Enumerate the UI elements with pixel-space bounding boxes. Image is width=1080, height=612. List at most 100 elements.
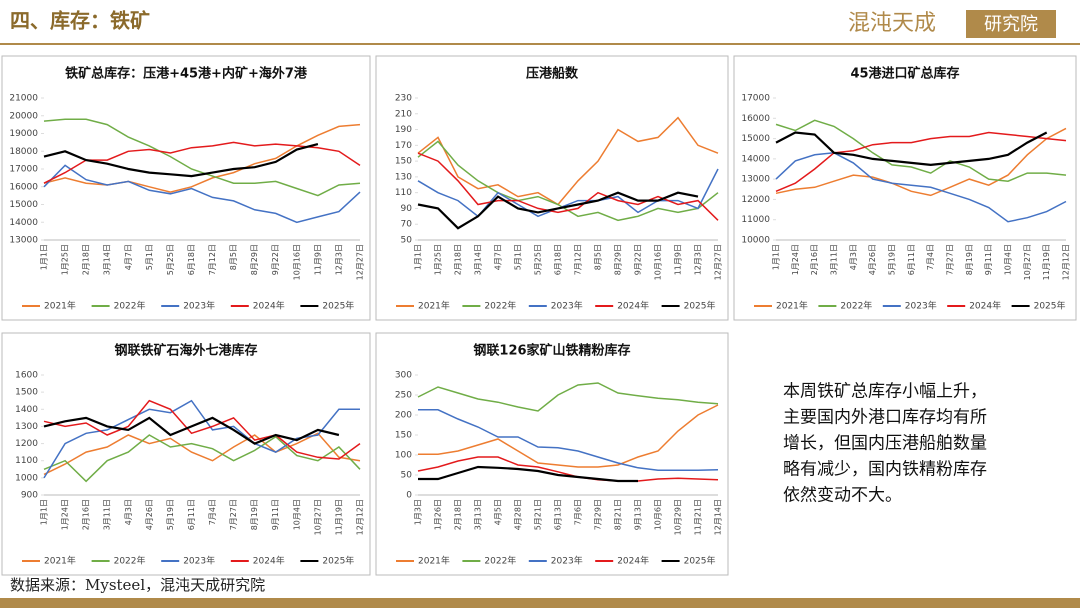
y-tick-label: 150: [395, 431, 412, 441]
x-tick-label: 11月9日: [313, 244, 322, 275]
y-tick-label: 110: [395, 188, 412, 198]
x-tick-label: 10月4日: [1004, 244, 1013, 275]
y-tick-label: 17000: [9, 165, 38, 175]
x-tick-label: 7月4日: [926, 244, 935, 270]
legend-label: 2021年: [418, 300, 450, 312]
x-tick-label: 1月25日: [434, 244, 443, 275]
series-line: [43, 416, 340, 445]
x-tick-label: 4月5日: [494, 499, 503, 525]
y-tick-label: 100: [395, 451, 412, 461]
legend-label: 2021年: [44, 300, 76, 312]
x-tick-label: 1月25日: [61, 244, 70, 275]
x-tick-label: 11月9日: [674, 244, 683, 275]
y-tick-label: 200: [395, 411, 412, 421]
x-tick-label: 4月7日: [494, 244, 503, 270]
x-tick-label: 4月28日: [514, 499, 523, 530]
y-tick-label: 13000: [741, 175, 770, 185]
x-tick-label: 7月29日: [594, 499, 603, 530]
y-tick-label: 50: [401, 236, 413, 246]
x-tick-label: 12月3日: [334, 244, 343, 275]
y-tick-label: 15000: [9, 200, 38, 210]
y-tick-label: 0: [406, 491, 412, 501]
legend-label: 2022年: [840, 300, 872, 312]
x-tick-label: 5月21日: [534, 499, 543, 530]
x-tick-label: 1月26日: [434, 499, 443, 530]
x-tick-label: 1月1日: [772, 244, 781, 270]
x-tick-label: 10月16日: [292, 244, 301, 280]
y-tick-label: 11000: [741, 215, 770, 225]
series-line: [43, 143, 319, 178]
series-line: [775, 131, 1048, 167]
brand-tag-box: [966, 10, 1056, 38]
x-tick-label: 11月21日: [694, 499, 703, 535]
y-tick-label: 1100: [15, 456, 38, 466]
x-tick-label: 12月12日: [356, 499, 365, 535]
x-tick-label: 10月16日: [654, 244, 663, 280]
x-tick-label: 11月19日: [334, 499, 343, 535]
x-tick-label: 6月18日: [554, 244, 563, 275]
x-tick-label: 5月1日: [145, 244, 154, 270]
brand-tag: 研究院: [984, 14, 1038, 35]
y-tick-label: 1300: [15, 422, 38, 432]
series-line: [417, 116, 719, 206]
x-tick-label: 3月14日: [103, 244, 112, 275]
source: 数据来源：Mysteel，混沌天成研究院: [10, 576, 265, 594]
note: 本周铁矿总库存小幅上升， 主要国内外港口库存均有所增长，但国内压港船舶数量略有减少…: [783, 382, 987, 506]
x-tick-label: 3月11日: [830, 244, 839, 275]
legend-label: 2021年: [44, 555, 76, 567]
series-line: [418, 404, 719, 468]
x-tick-label: 6月11日: [187, 499, 196, 530]
x-tick-label: 12月14日: [714, 499, 723, 535]
legend-label: 2025年: [1034, 300, 1066, 312]
y-tick-label: 18000: [9, 147, 38, 157]
series-line: [417, 382, 719, 412]
chart: 压港船数 50 70 90 110 130 150 170 190 210 230 1月1日 1月25日…: [375, 55, 729, 321]
chart-panel: [375, 55, 729, 321]
x-tick-label: 4月3日: [124, 499, 133, 525]
x-tick-label: 3月14日: [474, 244, 483, 275]
y-tick-label: 90: [401, 204, 413, 214]
chart-title: 压港船数: [526, 66, 579, 82]
series-line: [43, 164, 361, 224]
x-tick-label: 8月29日: [250, 244, 259, 275]
x-tick-label: 8月29日: [614, 244, 623, 275]
x-tick-label: 6月11日: [907, 244, 916, 275]
y-tick-label: 10000: [741, 236, 770, 246]
x-tick-label: 5月1日: [514, 244, 523, 270]
legend-label: 2025年: [322, 300, 354, 312]
series-line: [775, 152, 1067, 223]
y-tick-label: 230: [395, 94, 412, 104]
x-tick-label: 9月11日: [984, 244, 993, 275]
x-tick-label: 10月27日: [313, 499, 322, 535]
legend-label: 2023年: [905, 300, 937, 312]
legend-label: 2024年: [617, 555, 649, 567]
chart-title: 钢联铁矿石海外七港库存: [114, 343, 257, 359]
y-tick-label: 16000: [741, 114, 770, 124]
x-tick-label: 10月29日: [674, 499, 683, 535]
brand: 混沌天成: [848, 11, 936, 36]
x-tick-label: 11月19日: [1042, 244, 1051, 280]
note-line: 略有减少，国内铁精粉库存: [783, 460, 987, 480]
y-tick-label: 170: [395, 141, 412, 151]
x-tick-label: 7月12日: [208, 244, 217, 275]
chart: 钢联126家矿山铁精粉库存 0 50 100 150 200 250 300 1月3日 1月26日…: [375, 332, 729, 576]
x-tick-label: 4月3日: [849, 244, 858, 270]
y-tick-label: 19000: [9, 129, 38, 139]
x-tick-label: 1月1日: [40, 244, 49, 270]
x-tick-label: 8月19日: [250, 499, 259, 530]
series-line: [775, 127, 1067, 197]
x-tick-label: 12月27日: [714, 244, 723, 280]
y-tick-label: 13000: [9, 236, 38, 246]
x-tick-label: 8月5日: [594, 244, 603, 270]
y-tick-label: 16000: [9, 182, 38, 192]
x-tick-label: 7月12日: [574, 244, 583, 275]
y-tick-label: 14000: [741, 154, 770, 164]
y-tick-label: 900: [21, 491, 38, 501]
series-line: [418, 409, 719, 471]
x-tick-label: 7月27日: [229, 499, 238, 530]
x-tick-label: 12月27日: [356, 244, 365, 280]
series-line: [43, 432, 361, 476]
series-line: [775, 119, 1067, 182]
chart: 钢联铁矿石海外七港库存 900 1000 1100 1200 1300 1400 1500 16…: [1, 332, 371, 576]
